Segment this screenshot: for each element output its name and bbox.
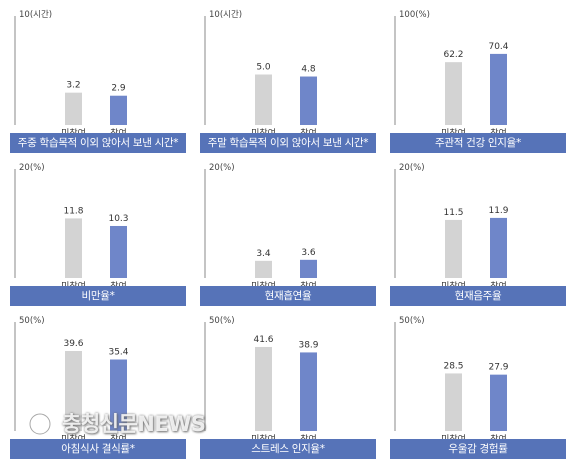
data-label: 27.9 xyxy=(488,363,508,373)
bar xyxy=(490,53,507,126)
data-label: 62.2 xyxy=(443,50,463,60)
y-axis-max-label: 20(%) xyxy=(209,163,235,173)
bar xyxy=(255,74,272,125)
bar xyxy=(110,95,127,125)
y-axis-max-label: 20(%) xyxy=(19,163,45,173)
data-label: 28.5 xyxy=(443,361,463,371)
chart-panel: 50(%)41.6미참여38.9참여스트레스 인지율* xyxy=(200,308,376,459)
chart-panel: 20(%)11.8미참여10.3참여비만율* xyxy=(10,155,186,306)
chart-plot: 100(%)62.2미참여70.4참여 xyxy=(394,10,509,139)
data-label: 11.5 xyxy=(443,208,463,218)
y-axis-max-label: 50(%) xyxy=(209,316,235,326)
data-label: 70.4 xyxy=(488,42,508,52)
bar xyxy=(110,359,127,431)
data-label: 39.6 xyxy=(63,339,83,349)
bar xyxy=(110,225,127,278)
data-label: 3.6 xyxy=(301,248,316,258)
chart-panel: 20(%)11.5미참여11.9참여현재음주율 xyxy=(390,155,566,306)
y-axis-max-label: 100(%) xyxy=(399,10,430,20)
bar xyxy=(445,219,462,278)
bar xyxy=(300,352,317,431)
y-axis-max-label: 20(%) xyxy=(399,163,425,173)
bar xyxy=(445,62,462,125)
data-label: 11.8 xyxy=(63,206,83,216)
bar xyxy=(490,374,507,431)
bar xyxy=(300,259,317,278)
watermark-text: 충청신문NEWS xyxy=(62,412,206,436)
chart-plot: 10(시간)3.2미참여2.9참여 xyxy=(14,9,127,139)
chart-panel: 50(%)39.6미참여35.4참여아침식사 결식률* xyxy=(10,308,186,459)
data-label: 35.4 xyxy=(108,347,128,357)
bar xyxy=(445,373,462,431)
data-label: 38.9 xyxy=(298,340,318,350)
data-label: 3.2 xyxy=(66,81,80,91)
chart-title: 아침식사 결식률* xyxy=(10,439,186,459)
data-label: 3.4 xyxy=(256,249,271,259)
y-axis-max-label: 50(%) xyxy=(399,316,425,326)
bar xyxy=(65,92,82,125)
chart-plot: 50(%)28.5미참여27.9참여 xyxy=(394,316,509,445)
news-logo-icon xyxy=(28,412,52,436)
y-axis-max-label: 50(%) xyxy=(19,316,45,326)
bar xyxy=(65,218,82,278)
chart-plot: 50(%)41.6미참여38.9참여 xyxy=(204,316,319,445)
bar xyxy=(255,260,272,278)
chart-panel: 50(%)28.5미참여27.9참여우울감 경험률 xyxy=(390,308,566,459)
data-label: 2.9 xyxy=(111,84,126,94)
chart-title: 주중 학습목적 이외 앉아서 보낸 시간* xyxy=(10,133,186,153)
chart-panel: 20(%)3.4미참여3.6참여현재흡연율 xyxy=(200,155,376,306)
bar xyxy=(300,76,317,125)
chart-title: 우울감 경험률 xyxy=(390,439,566,459)
data-label: 11.9 xyxy=(488,206,508,216)
chart-title: 현재음주율 xyxy=(390,286,566,306)
watermark: 충청신문NEWS xyxy=(28,408,206,438)
data-label: 4.8 xyxy=(301,65,316,75)
data-label: 5.0 xyxy=(256,63,271,73)
chart-panel: 10(시간)5.0미참여4.8참여주말 학습목적 이외 앉아서 보낸 시간* xyxy=(200,2,376,153)
bar xyxy=(490,217,507,278)
data-label: 41.6 xyxy=(253,335,273,345)
chart-title: 주관적 건강 인지율* xyxy=(390,133,566,153)
chart-title: 현재흡연율 xyxy=(200,286,376,306)
chart-title: 비만율* xyxy=(10,286,186,306)
chart-title: 주말 학습목적 이외 앉아서 보낸 시간* xyxy=(200,133,376,153)
chart-panel: 100(%)62.2미참여70.4참여주관적 건강 인지율* xyxy=(390,2,566,153)
chart-title: 스트레스 인지율* xyxy=(200,439,376,459)
chart-plot: 20(%)3.4미참여3.6참여 xyxy=(204,163,317,292)
y-axis-max-label: 10(시간) xyxy=(209,9,242,20)
chart-plot: 20(%)11.8미참여10.3참여 xyxy=(14,163,129,292)
chart-plot: 20(%)11.5미참여11.9참여 xyxy=(394,163,509,292)
chart-plot: 10(시간)5.0미참여4.8참여 xyxy=(204,9,317,139)
data-label: 10.3 xyxy=(108,214,128,224)
bar xyxy=(255,346,272,431)
y-axis-max-label: 10(시간) xyxy=(19,9,52,20)
chart-panel: 10(시간)3.2미참여2.9참여주중 학습목적 이외 앉아서 보낸 시간* xyxy=(10,2,186,153)
bar xyxy=(65,351,82,431)
